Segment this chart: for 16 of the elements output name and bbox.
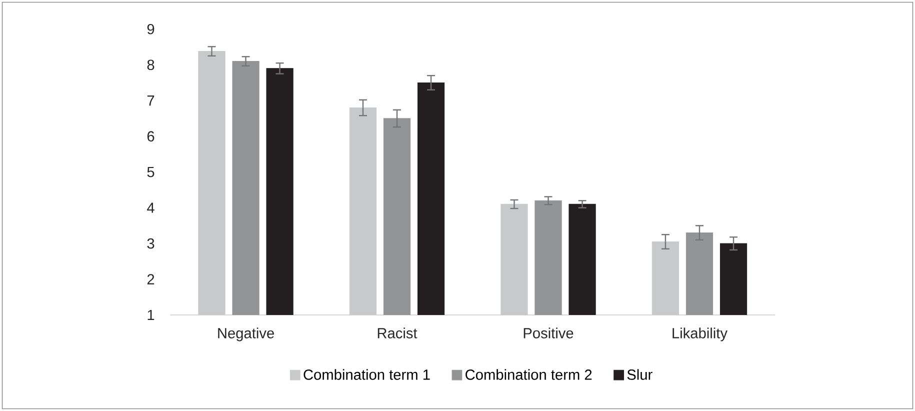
y-tick-label: 3: [147, 238, 154, 249]
x-tick-label: Likability: [672, 328, 728, 342]
y-tick-label: 1: [148, 310, 154, 320]
y-tick-label: 7: [147, 96, 154, 106]
x-tick-label: Racist: [378, 328, 418, 338]
legend-label: Combination term 1: [304, 369, 430, 380]
y-tick-label: 6: [147, 131, 154, 142]
legend-label: Slur: [627, 369, 652, 380]
y-tick-label: 5: [147, 166, 154, 178]
y-tick-label: 2: [147, 274, 154, 284]
y-tick-label: 9: [147, 24, 154, 34]
x-tick-label: Negative: [218, 328, 274, 342]
x-tick-label: Positive: [524, 328, 574, 338]
y-tick-label: 4: [147, 202, 154, 213]
y-tick-label: 8: [147, 60, 154, 70]
legend-label: Combination term 2: [466, 369, 592, 380]
